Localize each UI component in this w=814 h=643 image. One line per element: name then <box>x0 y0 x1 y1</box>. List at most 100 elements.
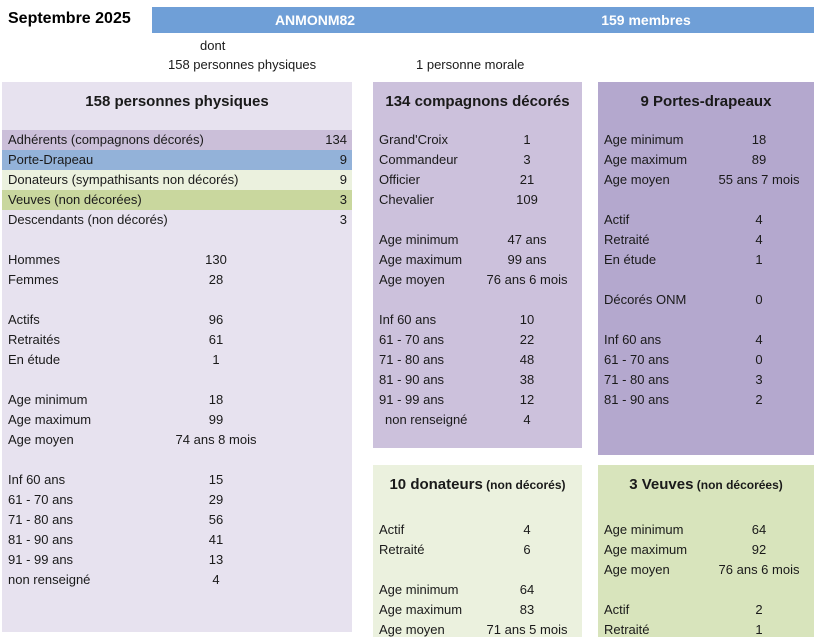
stat-label: Age minimum <box>379 582 459 597</box>
stat-row-age-min: Age minimum 64 <box>598 520 814 540</box>
stat-label: Retraité <box>604 232 650 247</box>
stat-value: 134 <box>325 132 347 147</box>
stat-label: 91 - 99 ans <box>8 552 74 567</box>
spacer <box>2 290 352 310</box>
stat-row-retraite: Retraité 6 <box>373 540 582 560</box>
stat-row-tranche: 91 - 99 ans 13 <box>2 550 352 570</box>
stat-row-age-max: Age maximum 99 ans <box>373 250 582 270</box>
stat-value: 99 <box>208 412 224 427</box>
stat-row-tranche: Inf 60 ans 10 <box>373 310 582 330</box>
stat-label: Porte-Drapeau <box>8 152 94 167</box>
stat-value: 6 <box>523 542 531 557</box>
stat-value: 48 <box>519 352 535 367</box>
stat-label: Actif <box>604 212 630 227</box>
panel-title-main: 10 donateurs <box>389 476 483 493</box>
org-name: ANMONM82 <box>274 12 356 28</box>
stat-label: 61 - 70 ans <box>379 332 445 347</box>
panel-veuves: 3 Veuves (non décorées) Age minimum 64 A… <box>598 465 814 637</box>
stat-label: Inf 60 ans <box>8 472 66 487</box>
stat-label: Age minimum <box>8 392 88 407</box>
stat-value: 61 <box>208 332 224 347</box>
stat-row-en-etude: En étude 1 <box>598 250 814 270</box>
stat-label: Veuves (non décorées) <box>8 192 142 207</box>
stat-value: 71 ans 5 mois <box>486 622 568 637</box>
stat-label: Actifs <box>8 312 40 327</box>
stat-value: 41 <box>208 532 224 547</box>
stat-label: Commandeur <box>379 152 458 167</box>
stat-value: 64 <box>751 522 767 537</box>
stat-label: 71 - 80 ans <box>379 352 445 367</box>
stat-row-tranche: 61 - 70 ans 29 <box>2 490 352 510</box>
stat-row-age-max: Age maximum 92 <box>598 540 814 560</box>
stat-value: 18 <box>208 392 224 407</box>
stat-label: Décorés ONM <box>604 292 687 307</box>
spacer <box>598 270 814 290</box>
stat-label: 81 - 90 ans <box>604 392 670 407</box>
stat-value: 1 <box>523 132 531 147</box>
spacer <box>373 210 582 230</box>
stat-value: 9 <box>339 152 347 167</box>
stat-row-age-moyen: Age moyen 74 ans 8 mois <box>2 430 352 450</box>
stat-row-hommes: Hommes 130 <box>2 250 352 270</box>
stat-value: 22 <box>519 332 535 347</box>
stat-row-tranche: 81 - 90 ans 38 <box>373 370 582 390</box>
panel-personnes-physiques: 158 personnes physiques Adhérents (compa… <box>2 82 352 632</box>
stat-row-tranche: 91 - 99 ans 12 <box>373 390 582 410</box>
stat-value: 76 ans 6 mois <box>718 562 800 577</box>
spacer <box>2 450 352 470</box>
stat-label: Inf 60 ans <box>379 312 437 327</box>
stat-label: Officier <box>379 172 420 187</box>
stat-value: 4 <box>523 412 531 427</box>
stat-value: 10 <box>519 312 535 327</box>
spacer <box>2 370 352 390</box>
stat-value: 99 ans <box>507 252 547 267</box>
stat-row-en-etude: En étude 1 <box>2 350 352 370</box>
stat-label: non renseigné <box>8 572 91 587</box>
stat-row-tranche: Inf 60 ans 4 <box>598 330 814 350</box>
members-count: 159 membres <box>601 12 691 28</box>
stat-label: Adhérents (compagnons décorés) <box>8 132 204 147</box>
stat-label: Age maximum <box>379 252 463 267</box>
stat-label: Age maximum <box>604 542 688 557</box>
panel-title-main: 3 Veuves <box>629 476 694 493</box>
stat-value: 0 <box>755 352 763 367</box>
stat-value: 18 <box>751 132 767 147</box>
stat-label: 81 - 90 ans <box>379 372 445 387</box>
stat-row-age-moyen: Age moyen 71 ans 5 mois <box>373 620 582 640</box>
stat-row-chevalier: Chevalier 109 <box>373 190 582 210</box>
stat-row-age-max: Age maximum 89 <box>598 150 814 170</box>
stat-label: Age minimum <box>379 232 459 247</box>
stat-label: 71 - 80 ans <box>8 512 74 527</box>
stat-row-age-min: Age minimum 64 <box>373 580 582 600</box>
stat-value: 92 <box>751 542 767 557</box>
panel-title-sub: (non décorés) <box>482 478 566 492</box>
stat-row-actifs: Actifs 96 <box>2 310 352 330</box>
category-row-veuves: Veuves (non décorées) 3 <box>2 190 352 210</box>
stat-row-officier: Officier 21 <box>373 170 582 190</box>
stat-value: 4 <box>755 232 763 247</box>
stat-value: 83 <box>519 602 535 617</box>
stat-value: 3 <box>755 372 763 387</box>
stat-value: 4 <box>523 522 531 537</box>
stat-label: Age minimum <box>604 522 684 537</box>
stat-label: 71 - 80 ans <box>604 372 670 387</box>
category-row-porte-drapeau: Porte-Drapeau 9 <box>2 150 352 170</box>
stat-row-tranche: non renseigné 4 <box>373 410 582 430</box>
stat-label: non renseigné <box>385 412 468 427</box>
subtitle-personnes-physiques: 158 personnes physiques <box>168 57 317 72</box>
stat-row-tranche: 61 - 70 ans 22 <box>373 330 582 350</box>
stat-value: 13 <box>208 552 224 567</box>
stat-label: Hommes <box>8 252 61 267</box>
stat-value: 2 <box>755 392 763 407</box>
stat-value: 74 ans 8 mois <box>175 432 257 447</box>
stat-value: 3 <box>339 212 347 227</box>
title-bar: ANMONM82 159 membres <box>152 7 814 33</box>
stat-row-retraite: Retraité 4 <box>598 230 814 250</box>
stat-row-age-moyen: Age moyen 76 ans 6 mois <box>373 270 582 290</box>
stat-label: 91 - 99 ans <box>379 392 445 407</box>
stat-label: Age moyen <box>8 432 74 447</box>
subtitle-personne-morale: 1 personne morale <box>416 57 525 72</box>
stat-value: 96 <box>208 312 224 327</box>
panel-title: 158 personnes physiques <box>85 93 269 110</box>
stat-row-age-min: Age minimum 18 <box>2 390 352 410</box>
